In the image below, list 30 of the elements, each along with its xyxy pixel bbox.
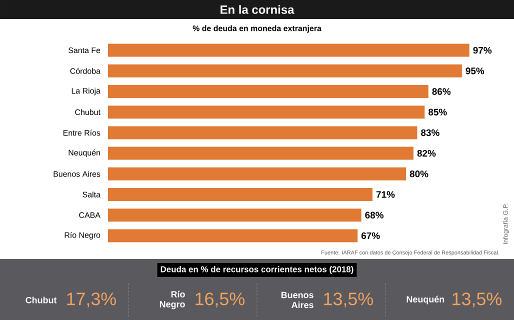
bar <box>108 208 362 222</box>
data-label: 71% <box>376 191 395 198</box>
text: Deuda en % de recursos corrientes netos (2018) <box>160 266 354 274</box>
text: 13,5% <box>324 292 373 308</box>
text: 16,5% <box>196 292 244 308</box>
data-label: 86% <box>432 88 451 95</box>
bar <box>108 126 418 140</box>
data-label: 97% <box>473 46 492 54</box>
bar <box>108 188 373 202</box>
category-label: Chubut <box>26 296 57 304</box>
bar <box>108 64 462 78</box>
bar <box>108 85 428 98</box>
bar <box>108 146 414 160</box>
category-label: Neuquén <box>406 296 444 304</box>
data-label: 68% <box>365 212 384 218</box>
bar <box>108 44 470 57</box>
bar <box>108 229 358 242</box>
text: 17,3% <box>67 292 116 308</box>
category-label: Buenos Aires <box>281 292 314 308</box>
data-label: 83% <box>421 129 440 136</box>
data-label: 67% <box>361 232 380 240</box>
chart-title: En la cornisa <box>220 5 294 14</box>
bar <box>108 106 425 119</box>
data-label: 85% <box>428 108 447 116</box>
text: 13,5% <box>452 292 502 308</box>
data-label: 80% <box>410 170 428 178</box>
category-label: Río Negro <box>160 290 185 310</box>
data-label: 95% <box>466 68 484 74</box>
data-label: 82% <box>417 150 436 157</box>
bar <box>108 167 406 180</box>
